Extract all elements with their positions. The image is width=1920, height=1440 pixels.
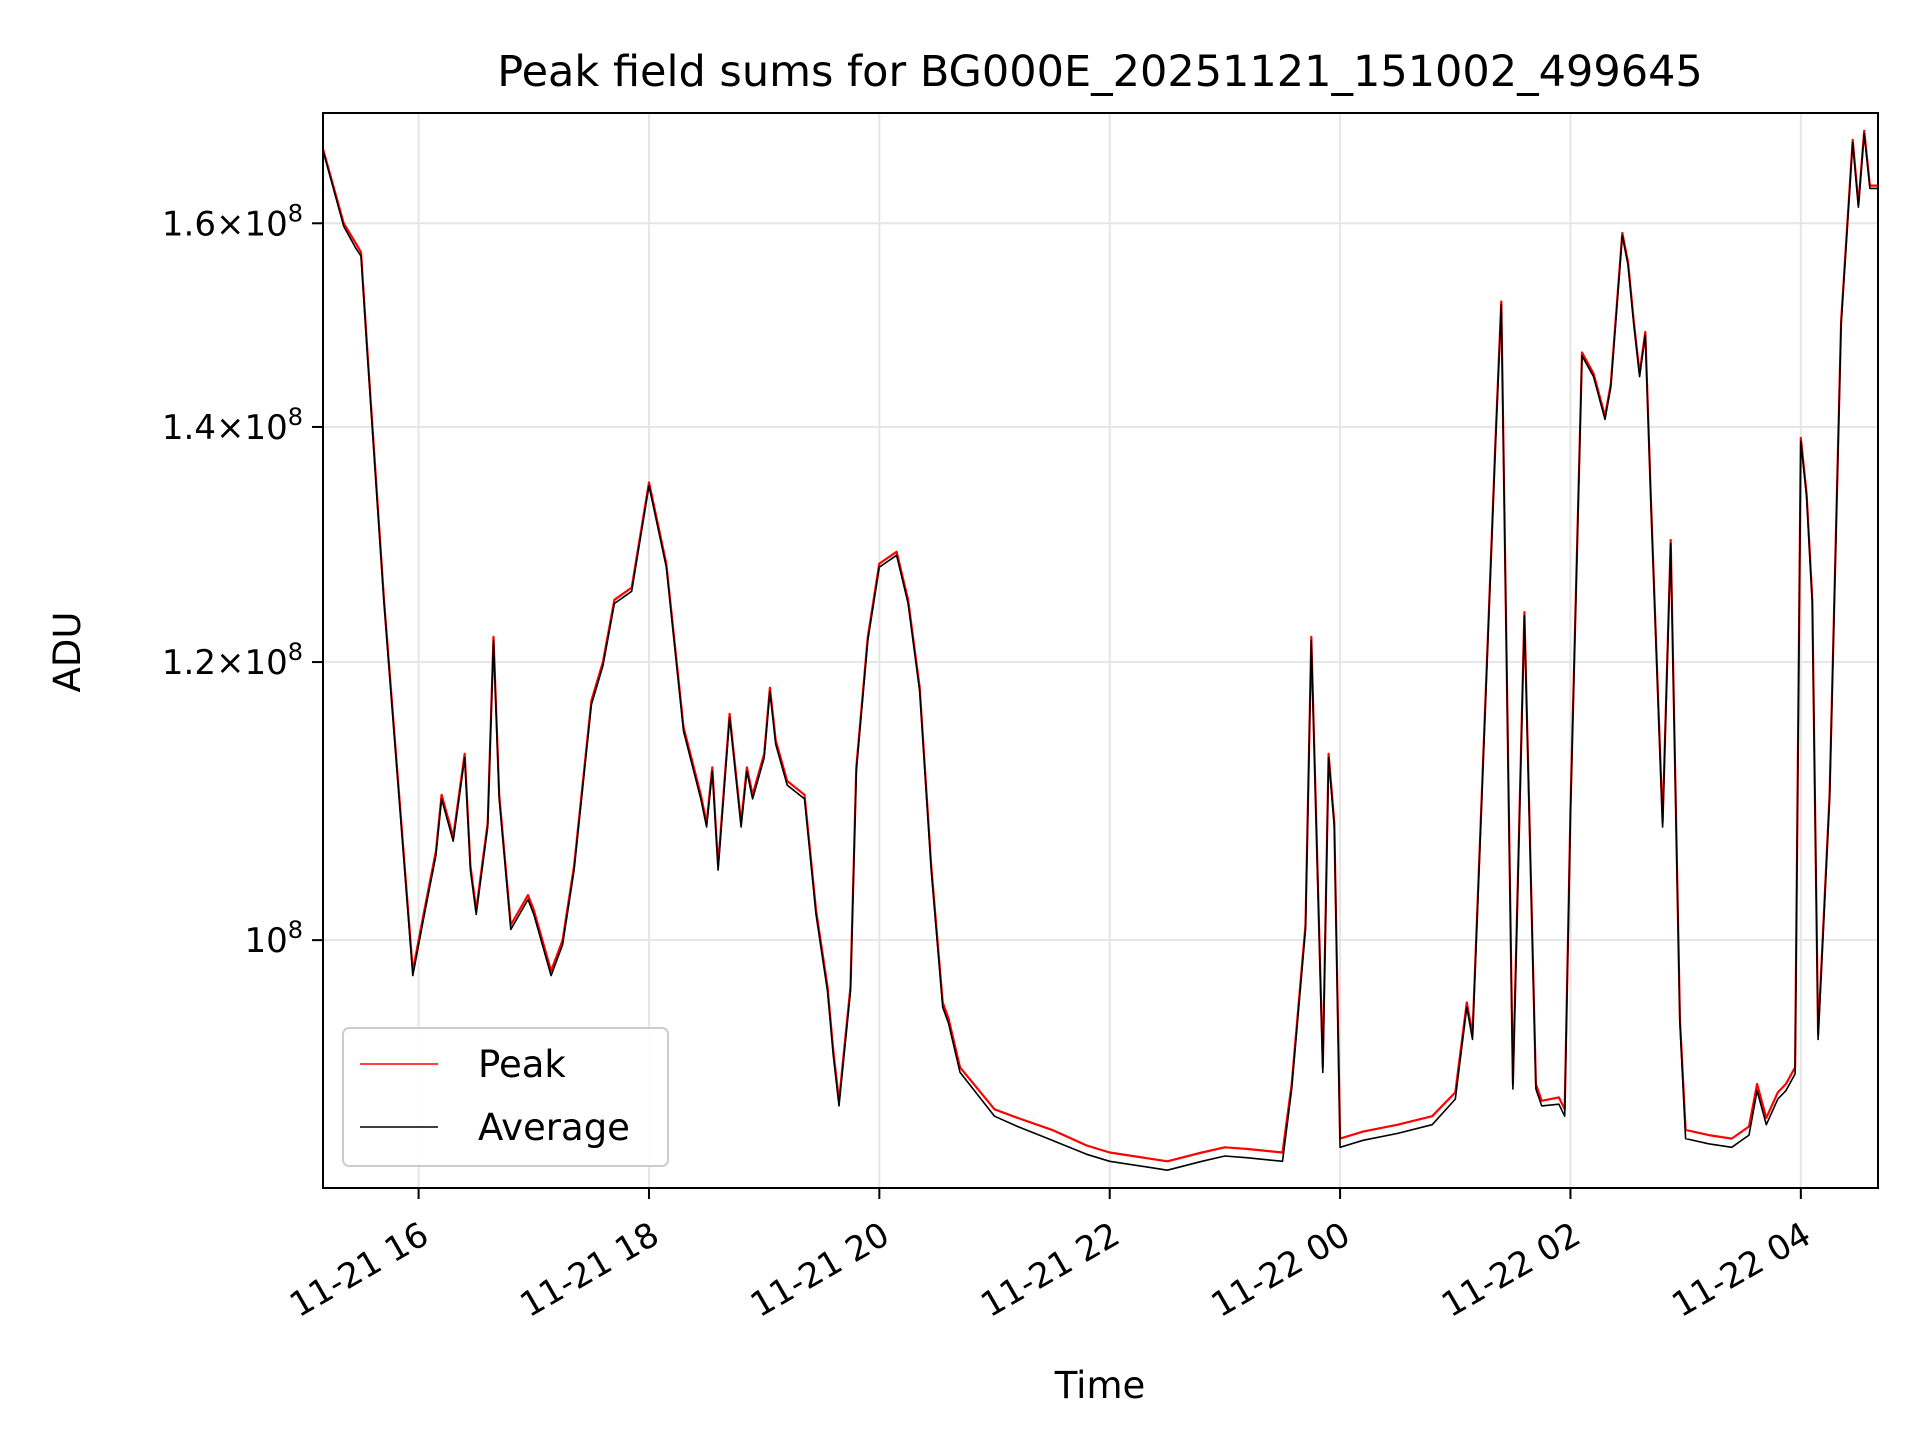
y-tick-exponent: 8 — [288, 638, 303, 666]
y-tick-exponent: 8 — [288, 199, 303, 227]
y-tick-label: 1.6×108 — [162, 199, 303, 244]
legend-label-average: Average — [478, 1106, 630, 1149]
y-tick-base: 1.2×10 — [162, 643, 288, 683]
y-tick-label: 1.2×108 — [162, 638, 303, 683]
y-axis-label: ADU — [46, 612, 89, 693]
y-tick-exponent: 8 — [288, 403, 303, 431]
grid — [323, 113, 1878, 1188]
y-tick-base: 1.4×10 — [162, 408, 288, 448]
y-tick-label: 108 — [244, 916, 303, 961]
legend-label-peak: Peak — [478, 1043, 566, 1086]
y-tick-label: 1.4×108 — [162, 403, 303, 448]
y-tick-base: 10 — [244, 921, 287, 961]
series-line-average — [322, 132, 1878, 1171]
chart-title: Peak field sums for BG000E_20251121_1510… — [497, 47, 1703, 97]
series-layer — [321, 129, 1878, 1171]
y-tick-exponent: 8 — [288, 916, 303, 944]
plot-frame — [322, 112, 1879, 1189]
legend: Peak Average — [342, 1027, 669, 1167]
x-axis-label: Time — [1054, 1364, 1146, 1407]
legend-box — [342, 1027, 669, 1167]
y-tick-base: 1.6×10 — [162, 204, 288, 244]
